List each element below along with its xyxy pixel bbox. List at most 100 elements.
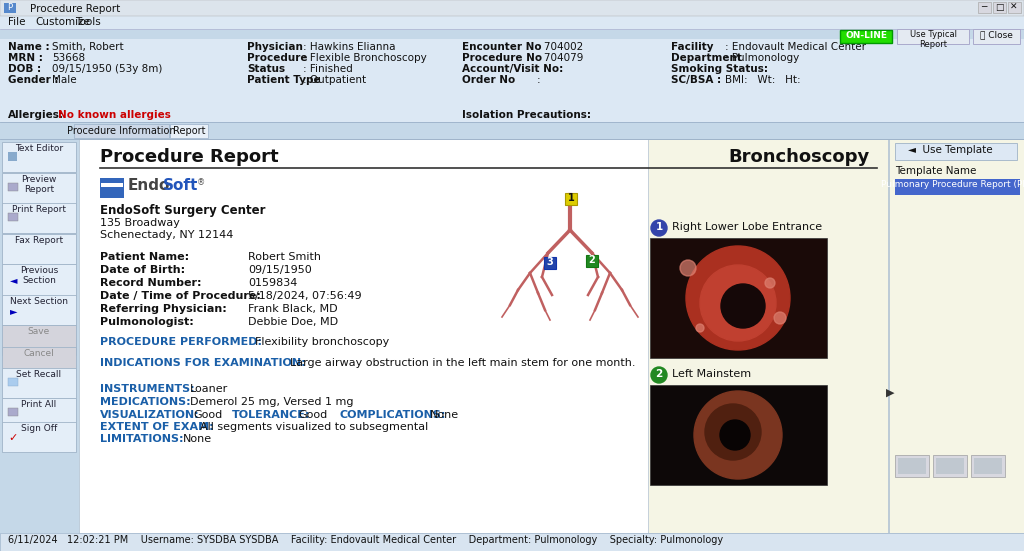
Bar (974, 458, 1002, 474)
Text: Report: Report (173, 126, 205, 136)
Bar (2, 173, 76, 205)
Text: Large airway obstruction in the left main stem for one month.: Large airway obstruction in the left mai… (290, 358, 636, 368)
Bar (0, 39, 1024, 109)
Bar (650, 385, 827, 485)
Bar (973, 29, 1020, 44)
Circle shape (720, 420, 750, 450)
Circle shape (705, 404, 761, 460)
Text: MEDICATIONS:: MEDICATIONS: (100, 397, 190, 407)
Text: TOLERANCE:: TOLERANCE: (232, 410, 310, 420)
Bar (0, 139, 78, 533)
Bar (0, 533, 1024, 551)
Text: SC/BSA :: SC/BSA : (671, 75, 721, 85)
Text: Left Mainstem: Left Mainstem (672, 369, 752, 379)
Text: Order No: Order No (462, 75, 515, 85)
Bar (8, 152, 17, 161)
Text: Encounter No: Encounter No (462, 42, 542, 52)
Text: :: : (537, 75, 541, 85)
Text: 6/11/2024   12:02:21 PM    Username: SYSDBA SYSDBA    Facility: Endovault Medica: 6/11/2024 12:02:21 PM Username: SYSDBA S… (8, 535, 723, 545)
Text: Procedure Report: Procedure Report (30, 4, 120, 14)
Bar (2, 295, 76, 325)
Text: Text Editor: Text Editor (15, 144, 63, 153)
Text: 135 Broadway: 135 Broadway (100, 218, 180, 228)
Text: PROCEDURE PERFORMED:: PROCEDURE PERFORMED: (100, 337, 262, 347)
Bar (648, 139, 888, 533)
Text: None: None (430, 410, 459, 420)
Text: Good: Good (298, 410, 328, 420)
Bar (4, 3, 16, 13)
Text: 🚪 Close: 🚪 Close (980, 30, 1013, 39)
Text: Bronchoscopy: Bronchoscopy (729, 148, 870, 166)
Text: Name :: Name : (8, 42, 49, 52)
Text: Status: Status (247, 64, 285, 74)
Circle shape (694, 391, 782, 479)
Bar (74, 124, 169, 138)
Text: Frank Black, MD: Frank Black, MD (248, 304, 338, 314)
Text: EndoSoft Surgery Center: EndoSoft Surgery Center (100, 204, 265, 217)
Bar (2, 264, 76, 296)
Text: ®: ® (197, 178, 205, 187)
Bar (2, 422, 76, 452)
Text: Smith, Robert: Smith, Robert (52, 42, 124, 52)
Bar (565, 193, 577, 205)
Bar (897, 29, 969, 44)
Text: 3: 3 (547, 257, 553, 267)
Text: ▶: ▶ (886, 388, 895, 398)
Bar (0, 0, 1024, 16)
Bar (840, 30, 892, 43)
Text: 2: 2 (655, 369, 663, 379)
Text: Loaner: Loaner (190, 384, 228, 394)
Text: Gender :: Gender : (8, 75, 58, 85)
Bar (8, 213, 18, 221)
Text: Set Recall: Set Recall (16, 370, 61, 379)
Text: Right Lower Lobe Entrance: Right Lower Lobe Entrance (672, 222, 822, 232)
Text: INDICATIONS FOR EXAMINATION:: INDICATIONS FOR EXAMINATION: (100, 358, 305, 368)
Text: Next Section: Next Section (10, 297, 68, 306)
Bar (8, 378, 18, 386)
Text: VISUALIZATION:: VISUALIZATION: (100, 410, 200, 420)
Text: ◄: ◄ (10, 275, 17, 285)
Bar (895, 179, 1020, 195)
Circle shape (686, 246, 790, 350)
Text: MRN :: MRN : (8, 53, 43, 63)
Text: Patient Type: Patient Type (247, 75, 321, 85)
Circle shape (700, 265, 776, 341)
Text: Template Name: Template Name (895, 166, 976, 176)
Circle shape (774, 312, 786, 324)
Text: Department: Department (671, 53, 741, 63)
Bar (0, 122, 1024, 139)
Text: : Endovault Medical Center: : Endovault Medical Center (725, 42, 866, 52)
Bar (2, 347, 76, 377)
Bar (586, 255, 598, 267)
Bar (978, 2, 991, 13)
Text: Pulmonologist:: Pulmonologist: (100, 317, 194, 327)
Text: : Flexible Bronchoscopy: : Flexible Bronchoscopy (303, 53, 427, 63)
Text: ►: ► (10, 306, 17, 316)
Bar (933, 455, 967, 477)
Circle shape (765, 278, 775, 288)
Text: 09/15/1950 (53y 8m): 09/15/1950 (53y 8m) (52, 64, 163, 74)
Text: File: File (8, 17, 26, 27)
Text: Previous
Section: Previous Section (19, 266, 58, 285)
Text: Date / Time of Procedure:: Date / Time of Procedure: (100, 291, 261, 301)
Bar (79, 139, 887, 533)
Text: Physician: Physician (247, 42, 303, 52)
Text: : Outpatient: : Outpatient (303, 75, 367, 85)
Text: Demerol 25 mg, Versed 1 mg: Demerol 25 mg, Versed 1 mg (190, 397, 353, 407)
Text: □: □ (994, 3, 1004, 12)
Text: ✓: ✓ (8, 433, 17, 443)
Text: Smoking Status:: Smoking Status: (671, 64, 768, 74)
Text: LIMITATIONS:: LIMITATIONS: (100, 434, 183, 444)
Bar (2, 398, 76, 428)
Bar (2, 368, 76, 398)
Text: : Pulmonology: : Pulmonology (725, 53, 800, 63)
Text: Print All: Print All (22, 400, 56, 409)
Bar (2, 234, 76, 264)
Text: ON-LINE: ON-LINE (845, 31, 887, 40)
Text: Print Report: Print Report (12, 205, 66, 214)
Circle shape (721, 284, 765, 328)
Text: Procedure Information: Procedure Information (67, 126, 175, 136)
Text: ◄  Use Template: ◄ Use Template (908, 145, 992, 155)
Text: Patient Name:: Patient Name: (100, 252, 189, 262)
Text: Endo: Endo (128, 178, 170, 193)
